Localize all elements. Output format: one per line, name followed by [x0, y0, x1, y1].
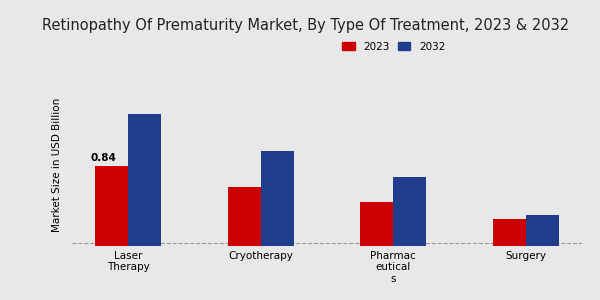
Text: Retinopathy Of Prematurity Market, By Type Of Treatment, 2023 & 2032: Retinopathy Of Prematurity Market, By Ty…: [42, 18, 569, 33]
Bar: [493, 219, 526, 246]
Bar: [128, 115, 161, 246]
Text: 0.84: 0.84: [91, 153, 116, 163]
Bar: [95, 166, 128, 246]
Y-axis label: Market Size in USD Billion: Market Size in USD Billion: [52, 98, 62, 232]
Bar: [393, 177, 427, 246]
Bar: [526, 214, 559, 246]
Bar: [227, 187, 261, 246]
Bar: [360, 202, 393, 246]
Bar: [261, 151, 294, 246]
Legend: 2023, 2032: 2023, 2032: [338, 38, 449, 56]
